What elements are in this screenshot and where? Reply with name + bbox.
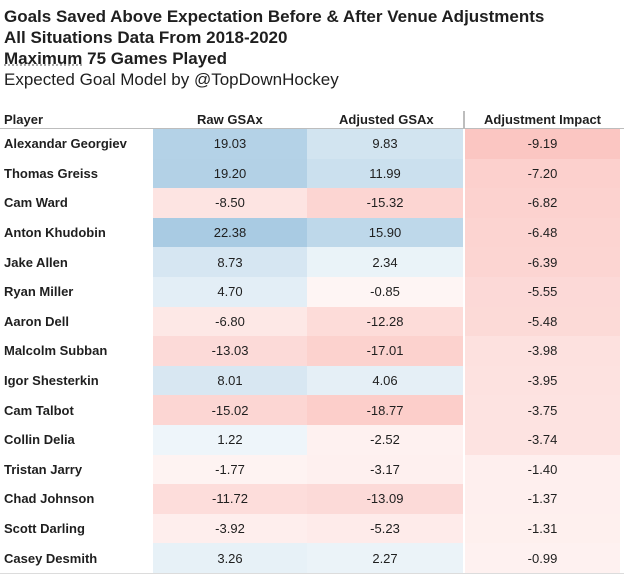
chart-title: Goals Saved Above Expectation Before & A… — [4, 7, 545, 26]
table-row: Aaron Dell -6.80 -12.28 -5.48 — [0, 306, 624, 337]
adjusted-gsax-cell: -12.28 — [307, 306, 463, 337]
raw-gsax-cell: 1.22 — [153, 424, 307, 455]
raw-gsax-cell: -13.03 — [153, 336, 307, 366]
raw-gsax-cell: 22.38 — [153, 217, 307, 248]
adjusted-gsax-cell: -17.01 — [307, 336, 463, 366]
title-block: Goals Saved Above Expectation Before & A… — [4, 6, 620, 91]
column-header-adjustment-impact[interactable]: Adjustment Impact — [484, 112, 602, 127]
adjustment-impact-cell: -5.55 — [465, 276, 620, 307]
adjusted-gsax-cell: -0.85 — [307, 276, 463, 307]
adjustment-impact-cell: -6.82 — [465, 188, 620, 218]
chart-subtitle-games: Maximum 75 Games Played — [4, 48, 620, 69]
player-name-cell: Anton Khudobin — [4, 225, 106, 241]
player-name-cell: Ryan Miller — [4, 284, 74, 300]
player-name-cell: Chad Johnson — [4, 491, 95, 507]
adjustment-impact-cell: -3.95 — [465, 365, 620, 396]
player-name-cell: Cam Ward — [4, 195, 68, 211]
raw-gsax-cell: -15.02 — [153, 395, 307, 425]
column-header-player[interactable]: Player — [4, 112, 44, 127]
adjusted-gsax-cell: 9.83 — [307, 129, 463, 159]
adjusted-gsax-cell: -13.09 — [307, 484, 463, 514]
table-row: Igor Shesterkin 8.01 4.06 -3.95 — [0, 365, 624, 396]
player-name-cell: Tristan Jarry — [4, 461, 83, 477]
table-row: Casey Desmith 3.26 2.27 -0.99 — [0, 543, 624, 573]
games-played-text: 75 Games Played — [82, 49, 228, 68]
maximum-word: Maximum — [4, 49, 83, 68]
adjusted-gsax-cell: 15.90 — [307, 217, 463, 248]
adjustment-impact-cell: -5.48 — [465, 306, 620, 337]
adjusted-gsax-cell: -2.52 — [307, 424, 463, 455]
table-row: Ryan Miller 4.70 -0.85 -5.55 — [0, 276, 624, 307]
raw-gsax-cell: 19.03 — [153, 129, 307, 159]
player-name-cell: Casey Desmith — [4, 550, 98, 566]
adjustment-impact-cell: -1.31 — [465, 513, 620, 544]
raw-gsax-cell: -6.80 — [153, 306, 307, 337]
column-header-adjusted-gsax[interactable]: Adjusted GSAx — [339, 112, 434, 127]
raw-gsax-cell: -8.50 — [153, 188, 307, 218]
adjusted-gsax-cell: 2.34 — [307, 247, 463, 277]
table-row: Scott Darling -3.92 -5.23 -1.31 — [0, 513, 624, 544]
table-row: Chad Johnson -11.72 -13.09 -1.37 — [0, 484, 624, 514]
table-row: Thomas Greiss 19.20 11.99 -7.20 — [0, 158, 624, 189]
adjusted-gsax-cell: -5.23 — [307, 513, 463, 544]
adjustment-impact-cell: -6.39 — [465, 247, 620, 277]
adjusted-gsax-cell: -18.77 — [307, 395, 463, 425]
table-body: Alexandar Georgiev 19.03 9.83 -9.19 Thomas G… — [0, 129, 624, 573]
raw-gsax-cell: -1.77 — [153, 454, 307, 485]
adjustment-impact-cell: -1.40 — [465, 454, 620, 485]
table-row: Tristan Jarry -1.77 -3.17 -1.40 — [0, 454, 624, 485]
adjustment-impact-cell: -6.48 — [465, 217, 620, 248]
adjustment-impact-cell: -3.98 — [465, 336, 620, 366]
table-row: Jake Allen 8.73 2.34 -6.39 — [0, 247, 624, 277]
raw-gsax-cell: 8.01 — [153, 365, 307, 396]
raw-gsax-cell: 3.26 — [153, 543, 307, 573]
player-name-cell: Malcolm Subban — [4, 343, 108, 359]
chart-subtitle-period: All Situations Data From 2018-2020 — [4, 28, 288, 47]
adjusted-gsax-cell: -15.32 — [307, 188, 463, 218]
table-row: Malcolm Subban -13.03 -17.01 -3.98 — [0, 336, 624, 366]
raw-gsax-cell: 4.70 — [153, 276, 307, 307]
player-name-cell: Collin Delia — [4, 432, 75, 448]
table-row: Alexandar Georgiev 19.03 9.83 -9.19 — [0, 129, 624, 159]
model-credit: Expected Goal Model by @TopDownHockey — [4, 70, 339, 89]
table-header: Player Raw GSAx Adjusted GSAx Adjustment… — [0, 111, 624, 129]
gsax-table: Player Raw GSAx Adjusted GSAx Adjustment… — [0, 111, 624, 574]
player-name-cell: Cam Talbot — [4, 402, 74, 418]
adjusted-gsax-cell: 2.27 — [307, 543, 463, 573]
adjustment-impact-cell: -0.99 — [465, 543, 620, 573]
player-name-cell: Aaron Dell — [4, 313, 70, 329]
column-header-raw-gsax[interactable]: Raw GSAx — [197, 112, 263, 127]
player-name-cell: Thomas Greiss — [4, 165, 98, 181]
table-row: Cam Ward -8.50 -15.32 -6.82 — [0, 188, 624, 218]
raw-gsax-cell: -3.92 — [153, 513, 307, 544]
raw-gsax-cell: 8.73 — [153, 247, 307, 277]
raw-gsax-cell: -11.72 — [153, 484, 307, 514]
player-name-cell: Igor Shesterkin — [4, 373, 99, 389]
adjustment-impact-cell: -9.19 — [465, 129, 620, 159]
player-name-cell: Alexandar Georgiev — [4, 136, 127, 152]
adjustment-impact-cell: -3.75 — [465, 395, 620, 425]
adjusted-gsax-cell: 11.99 — [307, 158, 463, 189]
player-name-cell: Jake Allen — [4, 254, 68, 270]
adjusted-gsax-cell: 4.06 — [307, 365, 463, 396]
raw-gsax-cell: 19.20 — [153, 158, 307, 189]
adjustment-impact-cell: -7.20 — [465, 158, 620, 189]
adjusted-gsax-cell: -3.17 — [307, 454, 463, 485]
adjustment-impact-cell: -3.74 — [465, 424, 620, 455]
table-row: Anton Khudobin 22.38 15.90 -6.48 — [0, 217, 624, 248]
table-row: Collin Delia 1.22 -2.52 -3.74 — [0, 424, 624, 455]
adjustment-impact-cell: -1.37 — [465, 484, 620, 514]
player-name-cell: Scott Darling — [4, 521, 85, 537]
header-divider — [463, 111, 465, 128]
table-row: Cam Talbot -15.02 -18.77 -3.75 — [0, 395, 624, 425]
